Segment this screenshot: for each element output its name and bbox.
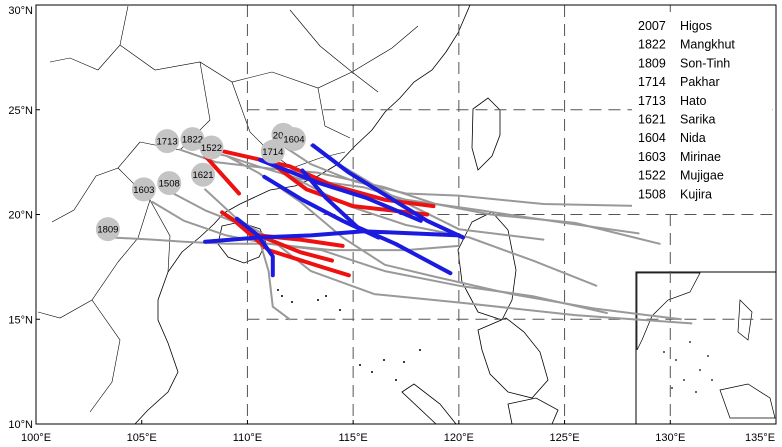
legend-name: Pakhar <box>680 75 720 89</box>
typhoon-markers: 2007160417131822152217141621150816031809 <box>95 122 306 242</box>
taiwan-island <box>471 97 501 171</box>
x-tick-label: 125°E <box>550 432 580 444</box>
marker-circle-1522 <box>199 135 224 160</box>
visayas-islands <box>477 317 549 399</box>
landfall-blue-segment <box>311 143 466 240</box>
marker-circle-1603 <box>131 177 156 202</box>
border-line <box>317 87 351 139</box>
legend-code: 2007 <box>638 19 666 33</box>
marker-label-1621: 1621 <box>192 170 213 181</box>
marker-circle-1809 <box>95 217 120 242</box>
x-tick-label: 130°E <box>655 432 685 444</box>
legend: 2007 Higos 1822 Mangkhut 1809 Son-Tinh 1714 Pak… <box>632 12 772 208</box>
marker-circle-1713 <box>155 129 180 154</box>
legend-code: 1809 <box>638 56 666 70</box>
y-tick-label: 10°N <box>8 419 33 431</box>
legend-code: 1604 <box>638 131 666 145</box>
inset-reefs <box>663 341 713 393</box>
x-tick-label: 100°E <box>21 432 51 444</box>
landfall-blue-segment <box>262 174 381 240</box>
x-tick-label: 110°E <box>233 432 262 444</box>
y-axis-labels: 10°N 15°N 20°N 25°N 30°N <box>8 5 33 431</box>
legend-name: Mirinae <box>680 150 721 164</box>
border-line <box>89 299 121 413</box>
y-tick-label: 15°N <box>8 314 33 326</box>
border-line <box>351 25 419 73</box>
inset-coast <box>636 272 701 351</box>
marker-label-1822: 1822 <box>182 135 203 146</box>
legend-name: Higos <box>680 19 712 33</box>
track-1714 <box>267 163 598 287</box>
axis-ticks <box>35 4 777 425</box>
y-tick-label: 20°N <box>8 210 33 222</box>
legend-code: 1603 <box>638 150 666 164</box>
legend-name: Son-Tinh <box>680 56 730 70</box>
landfall-red-segment <box>203 153 241 196</box>
reef-dots <box>277 289 421 381</box>
landfall-blue-segment <box>203 229 461 244</box>
marker-label-1522: 1522 <box>201 143 222 154</box>
legend-code: 1822 <box>638 38 666 52</box>
legend-code: 1621 <box>638 113 666 127</box>
x-tick-label: 135°E <box>745 432 775 444</box>
x-axis-labels: 100°E 105°E 110°E 115°E 120°E 125°E 130°E 135°E <box>21 432 775 444</box>
landfall-red-segment <box>270 162 430 217</box>
marker-label-1508: 1508 <box>159 179 180 190</box>
track-1809 <box>111 236 608 314</box>
inset-coast <box>737 299 753 341</box>
palawan-island <box>401 383 457 425</box>
track-1621 <box>204 188 693 325</box>
marker-circle-1604 <box>281 127 306 152</box>
landfall-red-segment <box>220 210 334 263</box>
marker-circle-1508 <box>157 171 182 196</box>
x-tick-label: 105°E <box>127 432 157 444</box>
y-tick-label: 25°N <box>8 105 33 117</box>
border-line <box>271 71 379 93</box>
x-tick-label: 115°E <box>339 432 368 444</box>
marker-label-1603: 1603 <box>133 185 154 196</box>
marker-label-1713: 1713 <box>157 137 178 148</box>
inset-coast <box>719 383 776 419</box>
y-tick-label: 30°N <box>8 5 33 17</box>
legend-code: 1714 <box>638 75 666 89</box>
marker-label-1809: 1809 <box>97 225 118 236</box>
marker-circle-1621 <box>191 162 216 187</box>
marker-label-1604: 1604 <box>283 135 304 146</box>
legend-code: 1713 <box>638 94 666 108</box>
border-line <box>37 261 119 319</box>
marker-circle-1822 <box>180 127 205 152</box>
border-line <box>289 9 353 73</box>
legend-name: Mujigae <box>680 169 724 183</box>
mindanao-island <box>507 397 559 425</box>
legend-code: 1522 <box>638 169 666 183</box>
marker-circle-1714 <box>260 139 285 164</box>
border-line <box>149 199 171 273</box>
legend-name: Nida <box>680 131 706 145</box>
legend-name: Mangkhut <box>680 38 735 52</box>
legend-name: Hato <box>680 94 706 108</box>
marker-label-1714: 1714 <box>262 147 283 158</box>
landfall-segments <box>203 143 466 278</box>
landfall-blue-segment <box>234 216 275 278</box>
x-tick-label: 120°E <box>444 432 474 444</box>
legend-code: 1508 <box>638 187 666 201</box>
legend-name: Kujira <box>680 187 712 201</box>
track-1822 <box>204 150 640 235</box>
landfall-blue-segment <box>258 158 423 223</box>
border-line <box>51 141 141 223</box>
inset-map <box>635 271 777 425</box>
border-line <box>49 5 129 71</box>
legend-background <box>632 12 772 208</box>
legend-name: Sarika <box>680 113 715 127</box>
